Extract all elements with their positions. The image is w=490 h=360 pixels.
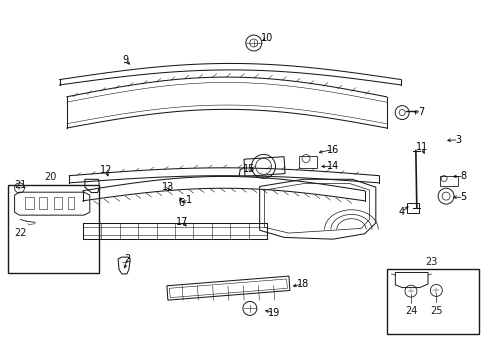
- Text: 8: 8: [461, 171, 467, 181]
- Text: 2: 2: [124, 254, 130, 264]
- Text: 24: 24: [405, 306, 417, 315]
- Bar: [39, 197, 48, 210]
- Bar: [25, 197, 34, 210]
- Text: 16: 16: [327, 144, 339, 154]
- Text: 5: 5: [461, 192, 467, 202]
- Bar: [54, 197, 62, 210]
- Bar: [387, 269, 479, 334]
- Text: 7: 7: [418, 107, 425, 117]
- Text: 9: 9: [123, 55, 129, 65]
- Text: 19: 19: [268, 308, 280, 318]
- Text: 20: 20: [45, 172, 57, 182]
- Text: 12: 12: [99, 165, 112, 175]
- Bar: [440, 176, 458, 186]
- Text: 25: 25: [430, 306, 442, 315]
- Text: 22: 22: [14, 228, 27, 238]
- Text: 1: 1: [186, 195, 192, 205]
- Bar: [8, 185, 98, 273]
- Text: 21: 21: [14, 180, 26, 190]
- Text: 14: 14: [327, 161, 339, 171]
- Bar: [407, 203, 419, 213]
- Text: 3: 3: [456, 135, 462, 145]
- Text: 15: 15: [243, 163, 255, 174]
- Text: 10: 10: [261, 33, 273, 43]
- Text: 11: 11: [416, 142, 428, 152]
- Bar: [68, 197, 74, 210]
- Text: 4: 4: [398, 207, 404, 217]
- Text: 18: 18: [296, 279, 309, 289]
- Text: 23: 23: [425, 257, 438, 267]
- Bar: [299, 156, 317, 167]
- Text: 6: 6: [178, 198, 185, 208]
- Text: 13: 13: [162, 182, 174, 192]
- Text: 17: 17: [176, 217, 189, 227]
